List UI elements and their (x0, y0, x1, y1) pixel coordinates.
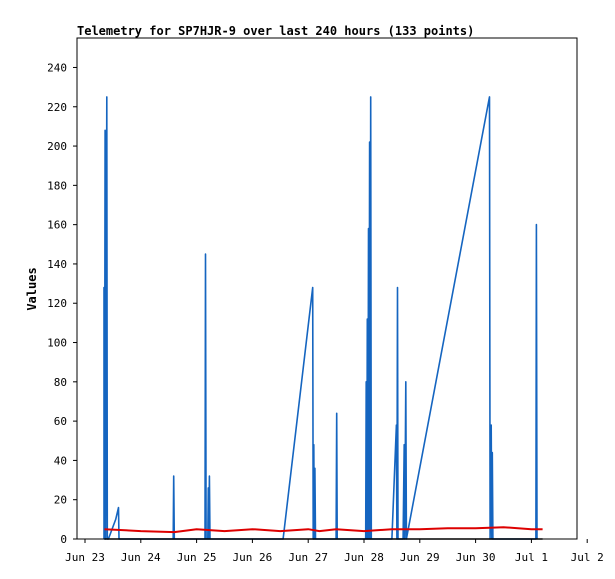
x-tick-label: Jun 27 (288, 551, 328, 564)
y-axis: 0 20 40 60 80 100 120 140 160 180 200 220 240 (47, 61, 77, 546)
chart-title: Telemetry for SP7HJR-9 over last 240 hou… (77, 24, 474, 38)
y-tick-label: 180 (47, 179, 67, 192)
x-tick-label: Jun 30 (456, 551, 496, 564)
y-tick-label: 80 (54, 376, 67, 389)
y-tick-label: 100 (47, 337, 67, 350)
plot-series-group (103, 96, 543, 540)
series-line-1 (104, 526, 543, 534)
series-line-0 (103, 96, 538, 540)
y-tick-label: 60 (54, 415, 67, 428)
x-tick-label: Jun 25 (177, 551, 217, 564)
x-tick-label: Jun 28 (344, 551, 384, 564)
y-tick-label: 140 (47, 258, 67, 271)
x-tick-label: Jun 29 (400, 551, 440, 564)
x-tick-label: Jul 2 (571, 551, 604, 564)
y-tick-label: 200 (47, 140, 67, 153)
y-tick-label: 120 (47, 297, 67, 310)
x-tick-label: Jun 23 (65, 551, 105, 564)
y-axis-label: Values (25, 267, 39, 310)
y-tick-label: 0 (60, 533, 67, 546)
y-tick-label: 40 (54, 454, 67, 467)
x-tick-label: Jun 24 (121, 551, 161, 564)
x-axis: Jun 23 Jun 24 Jun 25 Jun 26 Jun 27 Jun 28 Jun … (65, 539, 604, 564)
y-tick-label: 20 (54, 494, 67, 507)
x-tick-label: Jul 1 (515, 551, 548, 564)
x-tick-label: Jun 26 (233, 551, 273, 564)
y-tick-label: 160 (47, 219, 67, 232)
y-tick-label: 220 (47, 101, 67, 114)
plot-frame (76, 37, 578, 540)
y-tick-label: 240 (47, 61, 67, 74)
